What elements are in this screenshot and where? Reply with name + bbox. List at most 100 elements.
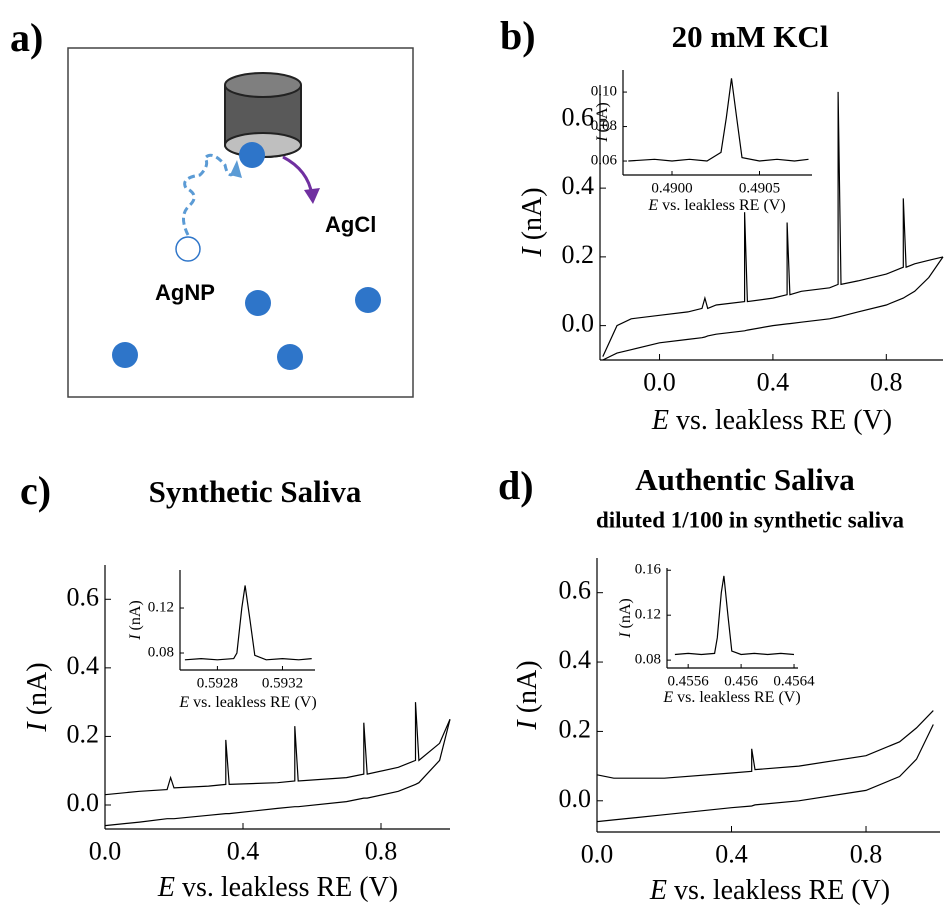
particle — [277, 344, 303, 370]
chart: b) 20 mM KCl 0.0 0.2 0.4 0.6 0.0 0.4 0.8 E vs. lea… — [500, 13, 944, 436]
x-tick-label: 0.0 — [581, 840, 614, 869]
x-tick-label: 0.4905 — [739, 181, 780, 197]
x-tick-label: 0.0 — [643, 368, 676, 397]
y-axis-label: I (nA) — [22, 662, 53, 732]
x-tick-label: 0.0 — [89, 837, 122, 866]
y-tick-label: 0.10 — [591, 84, 617, 100]
y-tick-label: 0.0 — [562, 309, 595, 338]
data-line — [104, 719, 451, 827]
chart-title: 20 mM KCl — [672, 19, 829, 54]
diagram-panel: a) AgCl AgNP — [10, 15, 414, 398]
y-tick-label: 0.06 — [591, 152, 618, 168]
axis-text: (nA) — [127, 600, 144, 630]
y-tick-label: 0.0 — [67, 788, 100, 817]
particle — [239, 142, 265, 168]
diagram-label: AgCl — [325, 212, 376, 237]
x-tick-label: 0.456 — [724, 674, 758, 690]
axis-text: vs. leakless RE (V) — [674, 875, 890, 906]
y-tick-label: 0.2 — [67, 719, 100, 748]
chart: 0.08 0.12 0.5928 0.5932 E vs. leakless RE (V)… — [127, 570, 317, 711]
data-line — [628, 78, 809, 162]
x-tick-label: 0.8 — [870, 368, 903, 397]
y-axis-label: I (nA) — [617, 598, 634, 639]
y-tick-label: 0.12 — [635, 607, 661, 623]
y-tick-label: 0.6 — [67, 582, 100, 611]
axis-symbol: I — [22, 721, 53, 733]
data-line — [596, 710, 934, 779]
axis-text: (nA) — [594, 102, 611, 132]
x-tick-label: 0.5928 — [197, 676, 238, 692]
panel-label: a) — [10, 15, 43, 60]
y-axis-label: I (nA) — [517, 187, 548, 257]
data-line — [602, 256, 944, 361]
x-tick-label: 0.8 — [365, 837, 398, 866]
axis-symbol: E — [649, 875, 667, 906]
y-axis-label: I (nA) — [594, 102, 611, 143]
electrode-top — [224, 72, 302, 98]
inset-background — [180, 570, 315, 670]
y-tick-label: 0.08 — [635, 652, 661, 668]
x-tick-label: 0.4556 — [668, 674, 710, 690]
axis-text: (nA) — [617, 598, 634, 628]
axis-text: (nA) — [512, 660, 543, 713]
x-tick-label: 0.4 — [715, 840, 748, 869]
y-tick-label: 0.6 — [562, 102, 595, 131]
y-tick-label: 0.12 — [148, 599, 174, 615]
axis-symbol: I — [512, 719, 543, 731]
data-line — [602, 91, 944, 357]
panel-label: b) — [500, 13, 536, 58]
axis-symbol: E — [662, 689, 673, 706]
axis-symbol: E — [651, 405, 669, 436]
axis-text: vs. leakless RE (V) — [662, 197, 786, 214]
y-tick-label: 0.16 — [635, 562, 662, 578]
data-line — [596, 724, 934, 823]
x-tick-label: 0.4 — [757, 368, 790, 397]
axis-text: vs. leakless RE (V) — [677, 689, 801, 706]
y-tick-label: 0.08 — [148, 644, 174, 660]
particle — [355, 287, 381, 313]
y-axis-label: I (nA) — [512, 660, 543, 730]
data-line — [674, 575, 795, 656]
diagram-label: AgNP — [155, 280, 215, 305]
particle — [245, 290, 271, 316]
y-axis-label: I (nA) — [127, 600, 144, 641]
chart: d) Authentic Saliva diluted 1/100 in synth… — [498, 462, 940, 906]
y-tick-label: 0.0 — [559, 784, 592, 813]
y-tick-label: 0.2 — [562, 240, 595, 269]
y-tick-label: 0.2 — [559, 714, 592, 743]
axis-text: vs. leakless RE (V) — [193, 694, 317, 711]
y-tick-label: 0.6 — [559, 576, 592, 605]
chart-title: Synthetic Saliva — [149, 474, 362, 509]
y-tick-label: 0.4 — [559, 645, 592, 674]
arrowhead — [230, 160, 242, 178]
x-tick-label: 0.4900 — [651, 181, 692, 197]
x-tick-label: 0.4 — [227, 837, 260, 866]
axis-symbol: E — [178, 694, 189, 711]
chart-title: Authentic Saliva — [635, 462, 855, 497]
arrowhead — [304, 188, 320, 204]
data-line — [184, 585, 312, 661]
axis-symbol: I — [127, 634, 144, 641]
x-tick-label: 0.4564 — [773, 674, 815, 690]
axis-symbol: E — [157, 872, 175, 903]
axis-symbol: I — [594, 136, 611, 143]
particle — [175, 236, 201, 262]
axis-symbol: I — [617, 632, 634, 639]
axis-text: (nA) — [517, 187, 548, 240]
axis-text: (nA) — [22, 662, 53, 715]
chart-subtitle: diluted 1/100 in synthetic saliva — [596, 507, 904, 532]
axis-text: vs. leakless RE (V) — [182, 872, 398, 903]
chart: c) Synthetic Saliva 0.0 0.2 0.4 0.6 0.0 0.4 0.8 E… — [20, 468, 451, 903]
x-tick-label: 0.5932 — [262, 676, 303, 692]
axis-text: vs. leakless RE (V) — [676, 405, 892, 436]
data-line — [104, 702, 451, 796]
panel-label: c) — [20, 468, 51, 513]
trajectory — [182, 153, 237, 236]
